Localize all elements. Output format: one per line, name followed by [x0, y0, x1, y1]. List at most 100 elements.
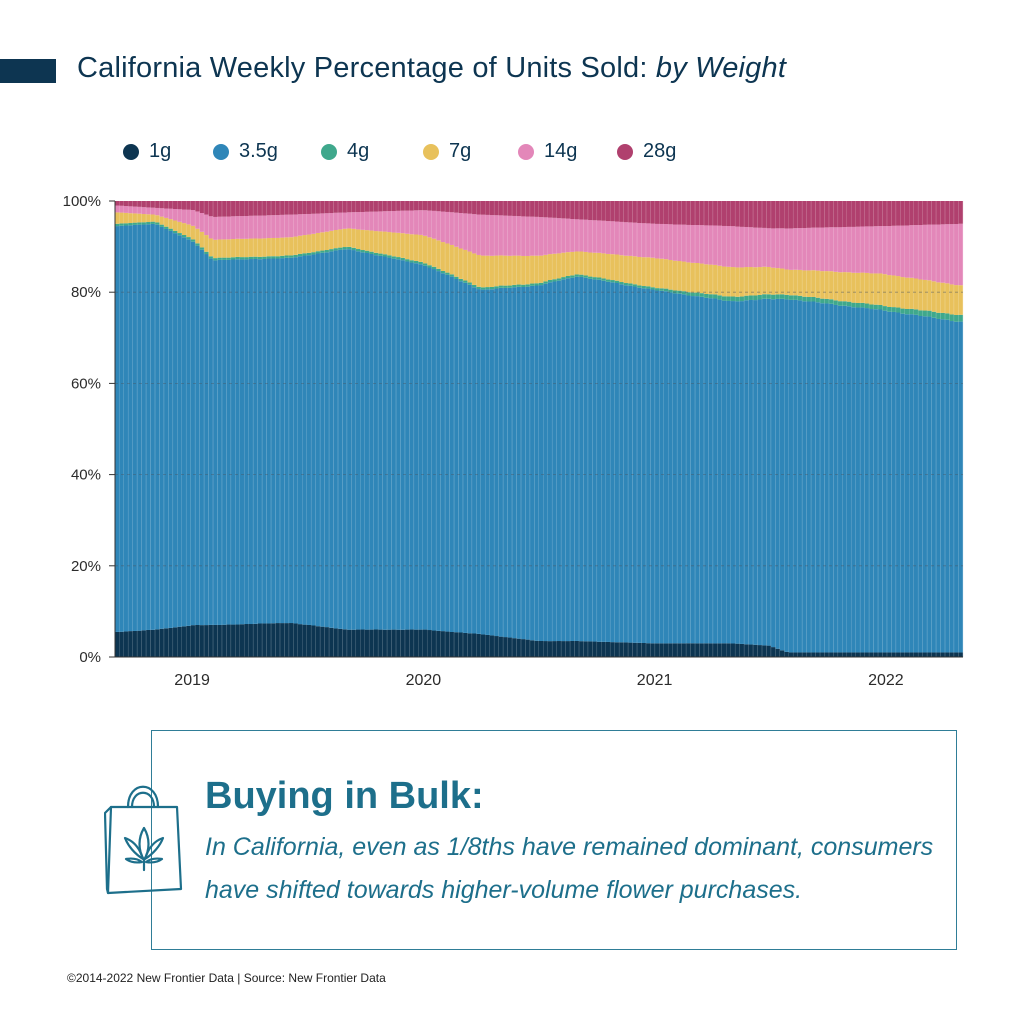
- bar-23-4g: [217, 257, 223, 260]
- bar-92-3-5g: [525, 286, 531, 640]
- bar-124-4g: [668, 289, 673, 293]
- bar-67-14g: [414, 210, 419, 235]
- bar-6-14g: [141, 207, 147, 215]
- bar-144-3-5g: [757, 299, 763, 646]
- bar-176-1g: [900, 652, 906, 657]
- bar-123-3-5g: [663, 291, 669, 644]
- bar-7-28g: [146, 201, 151, 208]
- bar-135-1g: [717, 643, 723, 657]
- bar-5-7g: [137, 213, 142, 223]
- bar-13-7g: [173, 220, 178, 231]
- bar-153-3-5g: [797, 300, 803, 653]
- bar-109-1g: [601, 641, 606, 657]
- bar-87-7g: [503, 255, 508, 286]
- bar-96-7g: [543, 254, 548, 282]
- bar-65-7g: [405, 233, 410, 260]
- bar-3-1g: [128, 631, 133, 657]
- bar-119-14g: [646, 223, 651, 258]
- bar-8-4g: [150, 221, 156, 224]
- bar-24-3-5g: [222, 259, 227, 625]
- bar-115-7g: [628, 255, 633, 284]
- bar-77-3-5g: [458, 281, 464, 633]
- bar-117-28g: [637, 201, 642, 224]
- bar-102-28g: [570, 201, 575, 220]
- bar-34-4g: [266, 256, 272, 259]
- bar-68-7g: [418, 234, 423, 262]
- bar-107-7g: [592, 252, 598, 278]
- bar-39-4g: [289, 255, 294, 258]
- bar-118-4g: [641, 286, 647, 289]
- bar-46-28g: [320, 201, 325, 214]
- bar-178-4g: [909, 308, 914, 315]
- bar-130-1g: [695, 643, 700, 657]
- bar-39-3-5g: [289, 257, 294, 624]
- bar-17-3-5g: [190, 241, 196, 626]
- bar-103-14g: [574, 219, 580, 252]
- bar-21-7g: [208, 238, 214, 257]
- bar-8-7g: [150, 214, 156, 222]
- bar-139-3-5g: [735, 301, 740, 644]
- bar-55-4g: [360, 250, 365, 253]
- bar-107-4g: [592, 277, 598, 280]
- bar-19-1g: [199, 625, 205, 657]
- bar-133-3-5g: [708, 298, 714, 644]
- bar-35-1g: [271, 623, 276, 657]
- bar-84-1g: [489, 635, 495, 657]
- bar-41-14g: [297, 214, 303, 236]
- bar-38-3-5g: [284, 257, 290, 624]
- bar-188-14g: [954, 224, 959, 286]
- bar-55-28g: [360, 201, 365, 212]
- bar-74-28g: [445, 201, 450, 212]
- bar-170-3-5g: [873, 309, 879, 653]
- bar-161-1g: [833, 652, 839, 657]
- bar-44-28g: [311, 201, 316, 214]
- bar-11-14g: [164, 208, 169, 218]
- bar-175-3-5g: [896, 312, 901, 653]
- bar-58-14g: [373, 211, 379, 232]
- bar-1-1g: [119, 631, 124, 657]
- bar-61-14g: [387, 211, 392, 233]
- legend-label-1g: 1g: [149, 140, 172, 162]
- bar-78-7g: [463, 249, 468, 281]
- legend-label-3-5g: 3.5g: [239, 140, 278, 162]
- bar-50-3-5g: [338, 249, 343, 629]
- bar-25-28g: [226, 201, 232, 217]
- bar-48-1g: [329, 627, 334, 657]
- bar-71-1g: [431, 630, 437, 657]
- bar-38-4g: [284, 255, 290, 258]
- bar-57-1g: [369, 629, 374, 657]
- legend-item-4g: 4g: [321, 140, 369, 163]
- bar-120-28g: [650, 201, 656, 224]
- bar-189-28g: [958, 201, 964, 224]
- bar-125-28g: [672, 201, 678, 225]
- bar-87-3-5g: [503, 287, 508, 638]
- bar-22-1g: [213, 624, 218, 657]
- bar-176-3-5g: [900, 313, 906, 653]
- bar-50-1g: [338, 628, 343, 657]
- bar-121-3-5g: [655, 290, 660, 644]
- bar-61-1g: [387, 629, 392, 657]
- bar-158-14g: [820, 227, 825, 272]
- bar-174-7g: [891, 275, 897, 308]
- bar-91-7g: [521, 255, 526, 285]
- bar-49-7g: [333, 230, 339, 249]
- stacked-bar-chart: 0% 20% 40% 60% 80% 100% 2019 2020 2021 2022: [63, 193, 964, 689]
- bar-110-28g: [605, 201, 611, 222]
- bar-180-4g: [918, 310, 923, 316]
- bar-129-7g: [690, 262, 696, 293]
- bar-71-28g: [431, 201, 437, 211]
- bar-52-14g: [347, 212, 352, 229]
- bar-62-3-5g: [391, 258, 397, 630]
- bar-159-7g: [824, 271, 830, 299]
- bar-186-3-5g: [945, 319, 950, 653]
- bar-131-4g: [699, 293, 705, 297]
- bar-21-3-5g: [208, 258, 214, 625]
- bar-95-28g: [539, 201, 544, 218]
- bar-20-7g: [204, 235, 209, 252]
- bar-79-14g: [467, 213, 473, 252]
- bar-125-7g: [672, 260, 678, 291]
- bar-44-4g: [311, 252, 316, 255]
- bar-84-4g: [489, 286, 495, 290]
- bar-37-1g: [280, 623, 285, 657]
- bar-30-28g: [248, 201, 254, 216]
